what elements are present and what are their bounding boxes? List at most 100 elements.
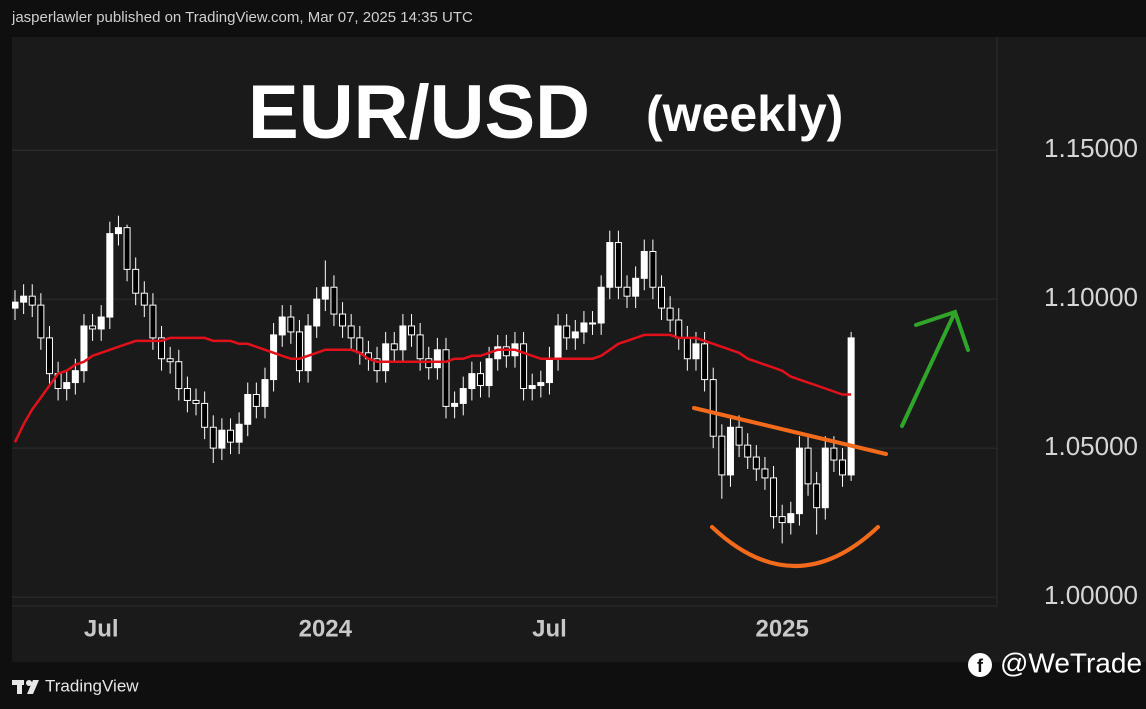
candle-body: [149, 304, 157, 339]
candle-body: [321, 286, 329, 300]
candle-body: [347, 325, 355, 339]
x-tick-label: Jul: [84, 615, 119, 642]
candle-body: [201, 402, 209, 428]
candle-body: [270, 334, 278, 381]
candle-body: [563, 325, 571, 339]
candle-body: [683, 337, 691, 360]
candle-body: [80, 325, 88, 372]
candle-body: [692, 343, 700, 360]
candle-body: [580, 322, 588, 333]
candle-body: [649, 250, 657, 288]
candle-body: [382, 343, 390, 372]
x-tick-label: Jul: [532, 615, 567, 642]
candle-body: [468, 373, 476, 390]
candle-body: [502, 346, 510, 357]
y-tick-label: 1.10000: [1044, 282, 1138, 312]
candle-body: [726, 426, 734, 476]
trend-line: [692, 406, 888, 456]
candle-body: [71, 370, 79, 384]
candle-body: [227, 429, 234, 443]
candle-body: [476, 373, 484, 387]
candle-body: [813, 483, 821, 509]
candle-body: [295, 331, 303, 372]
candle-body: [252, 393, 260, 407]
candle-body: [287, 316, 295, 333]
candle-body: [399, 325, 407, 351]
candle-body: [175, 361, 183, 390]
candle-body: [804, 447, 812, 485]
candle-body: [12, 301, 19, 309]
candle-body: [537, 382, 545, 387]
candle-body: [408, 325, 416, 336]
candle-body: [158, 337, 166, 360]
candle-body: [554, 325, 562, 360]
plot: [12, 215, 855, 544]
candle-body: [752, 456, 760, 470]
chart-title: EUR/USD: [248, 70, 590, 155]
candle-body: [89, 325, 97, 330]
candle-body: [735, 426, 743, 446]
candle-body: [63, 382, 71, 390]
candle-body: [278, 316, 286, 336]
candle-body: [166, 358, 174, 363]
candle-body: [632, 277, 640, 297]
candle-body: [761, 468, 769, 479]
candle-body: [847, 337, 855, 476]
candle-body: [589, 322, 597, 325]
candle-body: [545, 358, 553, 384]
candle-body: [597, 286, 605, 324]
candle-body: [770, 477, 778, 518]
candle-body: [744, 444, 752, 458]
candle-body: [442, 349, 450, 407]
candle-body: [97, 316, 105, 330]
candle-body: [313, 298, 321, 327]
candle-body: [614, 242, 622, 288]
candle-body: [140, 292, 148, 306]
y-tick-label: 1.15000: [1044, 133, 1138, 163]
candle-body: [425, 358, 433, 369]
candle-body: [416, 334, 424, 360]
candle-body: [839, 459, 847, 476]
x-tick-label: 2025: [755, 615, 808, 642]
candle-body: [209, 426, 217, 449]
candle-body: [494, 346, 502, 360]
y-tick-label: 1.05000: [1044, 431, 1138, 461]
facebook-icon: [968, 653, 992, 677]
candle-body: [244, 393, 252, 425]
candle-body: [330, 286, 338, 315]
candle-body: [192, 399, 200, 404]
candle-body: [821, 447, 829, 509]
header: jasperlawler published on TradingView.co…: [11, 9, 473, 26]
footer-logo: TradingView: [45, 676, 139, 695]
moving-average: [13, 333, 852, 443]
candle-body: [787, 513, 795, 524]
candle-body: [830, 447, 838, 461]
candle-body: [106, 233, 114, 318]
candle-body: [45, 337, 53, 375]
chart-subtitle: (weekly): [646, 86, 843, 142]
candle-body: [20, 295, 28, 303]
watermark: @WeTrade: [1000, 647, 1142, 678]
candle-body: [261, 379, 269, 407]
candle-body: [132, 268, 140, 294]
candle-body: [390, 343, 398, 351]
candle-body: [373, 358, 381, 372]
chart-pane: [12, 37, 1146, 662]
candle-body: [640, 250, 648, 279]
candle-body: [571, 331, 579, 339]
candle-body: [520, 343, 528, 390]
candle-body: [304, 325, 312, 372]
candle-body: [623, 286, 631, 297]
candle-body: [218, 429, 226, 449]
candle-body: [701, 343, 709, 381]
candle-body: [235, 423, 243, 443]
candle-body: [451, 402, 459, 407]
candle-body: [795, 447, 803, 515]
candle-body: [528, 385, 536, 390]
candle-body: [666, 307, 674, 321]
candle-body: [718, 435, 726, 476]
candle-body: [339, 313, 347, 327]
candle-body: [658, 286, 665, 309]
